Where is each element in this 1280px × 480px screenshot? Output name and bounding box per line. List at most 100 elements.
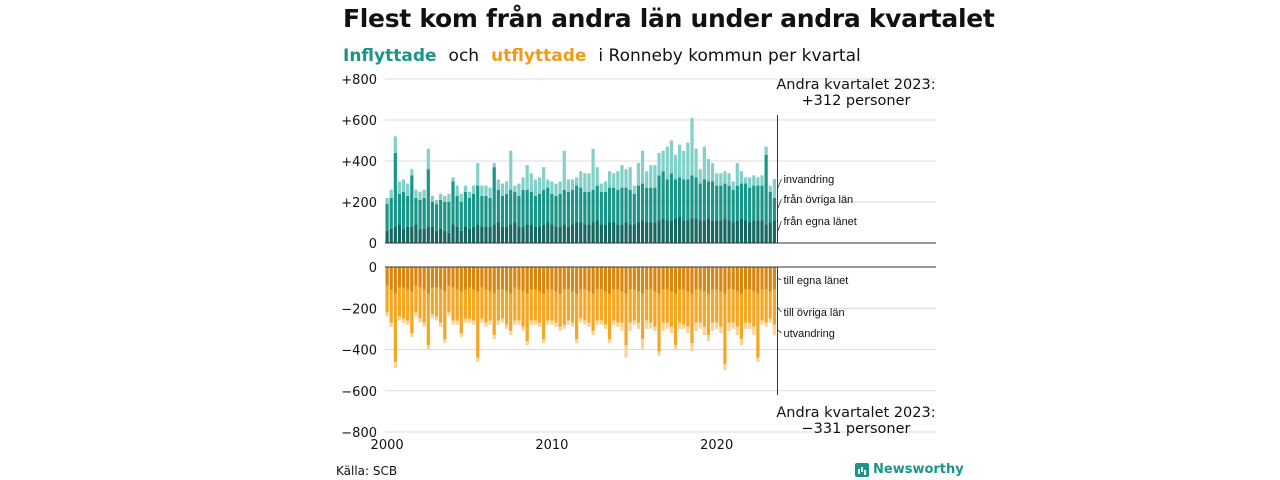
bar-in-0 bbox=[385, 230, 389, 243]
bar-out-1 bbox=[558, 293, 562, 327]
bar-in-0 bbox=[587, 224, 591, 243]
bar-out-2 bbox=[492, 335, 496, 340]
bar-out-1 bbox=[434, 287, 439, 317]
series-label: till övriga län bbox=[783, 307, 844, 319]
bar-out-0 bbox=[719, 267, 723, 292]
bar-out-0 bbox=[752, 267, 756, 292]
bar-in-2 bbox=[595, 167, 599, 186]
bar-out-1 bbox=[599, 289, 603, 321]
bar-out-1 bbox=[653, 291, 657, 327]
bar-out-1 bbox=[401, 287, 406, 319]
bar-in-1 bbox=[743, 183, 748, 221]
bar-out-1 bbox=[579, 289, 583, 319]
bar-in-2 bbox=[566, 179, 570, 192]
bar-out-0 bbox=[558, 267, 562, 294]
bar-out-1 bbox=[595, 289, 599, 321]
bar-in-1 bbox=[575, 185, 579, 223]
bar-out-2 bbox=[636, 322, 641, 329]
bar-in-0 bbox=[579, 222, 583, 243]
bar-in-2 bbox=[748, 177, 752, 188]
bar-out-2 bbox=[632, 320, 636, 325]
bar-out-1 bbox=[443, 291, 447, 340]
bar-in-0 bbox=[451, 224, 455, 243]
bar-out-2 bbox=[748, 322, 752, 329]
bar-in-1 bbox=[628, 189, 632, 225]
bar-in-1 bbox=[389, 197, 393, 229]
bar-out-0 bbox=[649, 267, 653, 290]
bar-out-0 bbox=[426, 267, 430, 294]
series-label-leader bbox=[777, 178, 782, 189]
bar-out-1 bbox=[385, 285, 389, 313]
bar-out-1 bbox=[463, 289, 467, 319]
bar-in-2 bbox=[480, 185, 484, 196]
bar-in-1 bbox=[616, 189, 620, 225]
bar-in-0 bbox=[488, 226, 492, 243]
bar-in-2 bbox=[521, 177, 525, 190]
x-tick-label: 2020 bbox=[700, 438, 733, 453]
bar-out-0 bbox=[525, 267, 529, 294]
bar-out-0 bbox=[710, 267, 715, 290]
bar-out-1 bbox=[624, 293, 628, 346]
bar-out-2 bbox=[426, 345, 430, 350]
y-tick-label: −800 bbox=[341, 426, 377, 441]
bar-out-1 bbox=[649, 289, 653, 323]
bar-out-2 bbox=[694, 322, 698, 331]
bar-out-1 bbox=[451, 287, 455, 321]
bar-in-0 bbox=[542, 224, 546, 243]
bar-in-1 bbox=[579, 187, 583, 223]
bar-in-1 bbox=[422, 197, 426, 229]
bar-in-0 bbox=[739, 218, 744, 243]
bar-out-2 bbox=[529, 320, 533, 325]
bar-out-0 bbox=[542, 267, 546, 294]
x-tick-label: 2010 bbox=[535, 438, 568, 453]
bar-out-1 bbox=[620, 291, 624, 323]
bar-in-2 bbox=[682, 150, 686, 180]
bar-in-0 bbox=[727, 220, 731, 243]
bar-out-1 bbox=[756, 293, 760, 358]
bar-out-2 bbox=[640, 339, 645, 350]
bar-out-1 bbox=[389, 289, 393, 323]
bar-in-0 bbox=[463, 226, 467, 243]
bar-out-1 bbox=[393, 293, 397, 362]
bar-out-0 bbox=[443, 267, 447, 292]
bar-in-0 bbox=[418, 228, 422, 243]
bar-out-2 bbox=[731, 322, 735, 329]
bar-out-0 bbox=[599, 267, 603, 290]
newsworthy-logo: Newsworthy bbox=[855, 462, 964, 477]
bar-out-0 bbox=[455, 267, 459, 290]
bar-in-2 bbox=[731, 181, 735, 190]
bar-in-2 bbox=[620, 165, 624, 188]
bar-in-1 bbox=[566, 191, 570, 227]
bar-out-2 bbox=[575, 339, 579, 344]
bar-in-0 bbox=[558, 226, 562, 243]
bar-out-0 bbox=[772, 267, 776, 290]
bar-out-1 bbox=[484, 289, 488, 323]
bar-out-0 bbox=[657, 267, 661, 294]
bar-in-2 bbox=[459, 193, 463, 202]
bar-out-2 bbox=[620, 322, 624, 331]
bar-out-2 bbox=[439, 322, 443, 327]
bar-out-0 bbox=[488, 267, 492, 292]
bar-in-2 bbox=[529, 173, 533, 192]
bar-in-1 bbox=[459, 202, 463, 231]
bar-in-2 bbox=[439, 193, 443, 200]
bar-out-2 bbox=[723, 363, 727, 371]
bar-in-1 bbox=[665, 179, 669, 221]
bar-in-2 bbox=[702, 146, 706, 180]
bar-out-2 bbox=[533, 320, 538, 325]
bar-in-2 bbox=[397, 181, 402, 194]
bar-out-1 bbox=[636, 291, 641, 323]
bar-out-2 bbox=[616, 322, 620, 327]
bar-out-2 bbox=[587, 322, 591, 327]
bar-out-2 bbox=[434, 316, 439, 321]
bar-in-1 bbox=[706, 181, 711, 219]
bar-out-0 bbox=[595, 267, 599, 290]
bar-out-1 bbox=[430, 287, 435, 315]
bar-in-2 bbox=[624, 169, 628, 188]
bar-out-0 bbox=[537, 267, 542, 292]
bar-in-0 bbox=[715, 220, 719, 243]
bar-in-0 bbox=[710, 220, 715, 243]
bar-out-1 bbox=[661, 289, 665, 323]
bar-out-0 bbox=[414, 267, 418, 286]
bar-in-2 bbox=[472, 185, 476, 194]
